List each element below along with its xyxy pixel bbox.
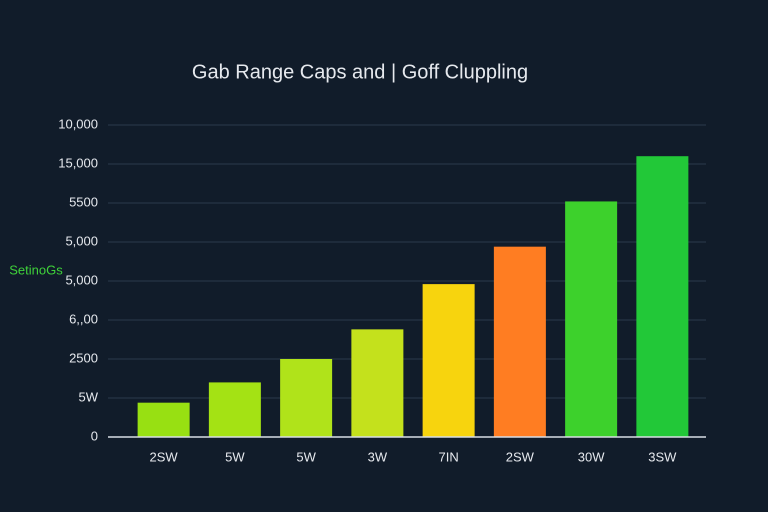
y-tick-label: 5W [79, 389, 99, 404]
x-tick-label: 30W [578, 449, 605, 464]
x-tick-label: 3SW [648, 449, 677, 464]
x-tick-label: 5W [296, 449, 316, 464]
bar [493, 246, 546, 437]
bar [565, 201, 618, 437]
bar [636, 156, 689, 437]
bar [137, 402, 190, 437]
x-tick-label: 2SW [150, 449, 179, 464]
bar [208, 382, 261, 437]
y-tick-label: 5,000 [65, 272, 98, 287]
bar [280, 359, 333, 437]
y-tick-label: 5500 [69, 194, 98, 209]
bar [422, 284, 475, 437]
y-tick-label: 2500 [69, 350, 98, 365]
chart-title: Gab Range Caps and | Goff Cluppling [192, 61, 528, 83]
bar [351, 329, 404, 437]
y-tick-label: 5,000 [65, 233, 98, 248]
y-tick-label: 6,,00 [69, 311, 98, 326]
x-tick-label: 7IN [439, 449, 459, 464]
y-axis-label: SetinoGs [9, 262, 63, 277]
x-tick-label: 3W [368, 449, 388, 464]
x-tick-label: 2SW [506, 449, 535, 464]
y-tick-label: 10,000 [58, 116, 98, 131]
x-tick-label: 5W [225, 449, 245, 464]
y-tick-label: 15,000 [58, 155, 98, 170]
y-tick-label: 0 [91, 428, 98, 443]
